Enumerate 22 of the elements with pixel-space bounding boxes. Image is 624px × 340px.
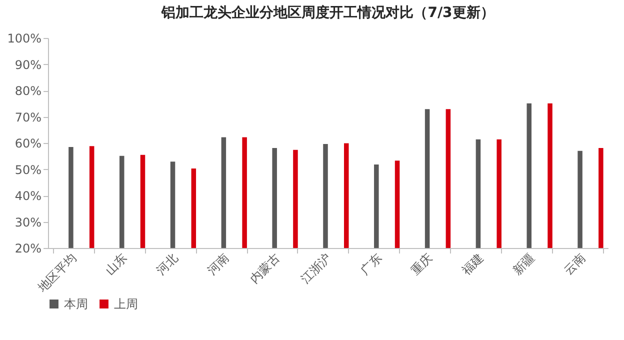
chart-title: 铝加工龙头企业分地区周度开工情况对比（7/3更新） (160, 4, 494, 21)
legend-label: 上周 (114, 297, 138, 311)
x-tick-label: 内蒙古 (247, 250, 283, 286)
x-tick-label: 新疆 (510, 250, 538, 278)
x-tick-label: 河南 (204, 250, 232, 278)
x-tick-label: 江浙沪 (298, 250, 334, 286)
y-tick-label: 40% (14, 189, 42, 203)
x-tick-label: 云南 (561, 250, 588, 278)
y-tick-label: 50% (14, 162, 42, 177)
y-tick-label: 80% (14, 84, 42, 98)
x-tick-label: 山东 (102, 250, 130, 278)
x-tick-label: 河北 (154, 250, 181, 278)
y-tick-label: 20% (14, 242, 42, 256)
x-tick-label: 福建 (459, 250, 486, 278)
y-tick-label: 70% (14, 110, 42, 124)
y-tick-label: 60% (14, 136, 42, 150)
y-tick-label: 30% (14, 215, 42, 230)
legend-label: 本周 (64, 297, 88, 311)
x-tick-label: 广东 (357, 250, 384, 278)
x-tick-label: 重庆 (408, 250, 436, 278)
y-tick-label: 90% (14, 58, 42, 72)
y-tick-label: 100% (7, 32, 42, 46)
